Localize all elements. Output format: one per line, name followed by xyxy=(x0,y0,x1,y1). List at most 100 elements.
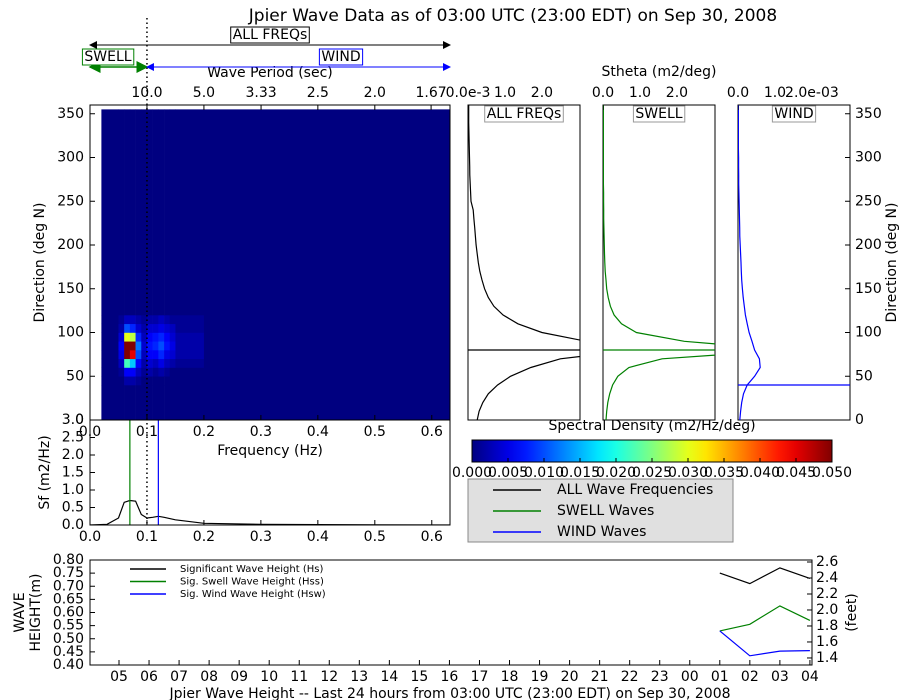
x-tick-label: 0.0 xyxy=(79,529,101,545)
x-tick-label: 2.0 xyxy=(666,85,688,101)
heatmap-cell xyxy=(158,315,165,325)
top-tick-label: 5.0 xyxy=(193,85,215,101)
x-tick-label: 0.2 xyxy=(193,529,215,545)
heatmap-cell xyxy=(164,358,171,368)
x-tick-label: 01 xyxy=(711,669,729,685)
wind-annotation: WIND xyxy=(321,49,360,65)
heatmap-cell xyxy=(129,315,136,325)
heatmap-cell xyxy=(146,358,153,368)
x-tick-label: 18 xyxy=(501,669,519,685)
heatmap-cell xyxy=(135,385,142,421)
heatmap-cell xyxy=(175,332,205,342)
heatmap-cell xyxy=(175,323,205,333)
y-tick-label: 0.70 xyxy=(53,578,84,594)
x-tick-label: 10 xyxy=(260,669,278,685)
y2-tick-label: 2.0 xyxy=(816,602,838,618)
x-tick-label: 04 xyxy=(801,669,819,685)
profile-curve xyxy=(603,105,715,420)
plot-frame xyxy=(89,559,813,666)
heatmap-cell xyxy=(175,315,205,325)
x-tick-label: 20 xyxy=(561,669,579,685)
y-tick-label: 1.5 xyxy=(62,465,84,481)
heatmap-cell xyxy=(169,376,176,386)
legend-label: Significant Wave Height (Hs) xyxy=(180,564,323,575)
x-tick-label: 0.3 xyxy=(250,529,272,545)
x-tick-label: 11 xyxy=(290,669,308,685)
label-box xyxy=(632,105,686,123)
heatmap-cell xyxy=(118,358,125,368)
heatmap-cell xyxy=(164,109,171,316)
heatmap-cell xyxy=(124,358,131,368)
heatmap-cell xyxy=(175,341,205,351)
colorbar-tick-label: 0.005 xyxy=(488,465,528,481)
x-tick-label: 03 xyxy=(771,669,789,685)
heatmap-cell xyxy=(101,358,119,368)
y-tick-label: 0.5 xyxy=(62,500,84,516)
colorbar-tick-label: 0.000 xyxy=(452,465,492,481)
heatmap-cell xyxy=(141,385,148,421)
heatmap-cell xyxy=(175,376,205,386)
x-tick-label: 0.3 xyxy=(250,424,272,440)
x-tick-label: 16 xyxy=(441,669,459,685)
x-tick-label: 0.0 xyxy=(592,85,614,101)
heatmap-cell xyxy=(146,376,153,386)
heatmap-cell xyxy=(101,367,119,377)
x-tick-label: 1.0 xyxy=(494,85,516,101)
heatmap-cell xyxy=(203,385,451,421)
heatmap-cell xyxy=(141,350,148,360)
y-tick-label: 2.0 xyxy=(62,447,84,463)
top-tick-label: 3.33 xyxy=(245,85,276,101)
y-tick-label: 150 xyxy=(855,281,882,297)
heatmap-cell xyxy=(129,376,136,386)
y-tick-label: 0 xyxy=(75,412,84,428)
heatmap-cell xyxy=(118,109,125,316)
heatmap-cell xyxy=(203,109,451,316)
heatmap-cell xyxy=(158,358,165,368)
heatmap-cell xyxy=(152,385,159,421)
figure-title: Jpier Wave Data as of 03:00 UTC (23:00 E… xyxy=(248,6,777,26)
heatmap-cell xyxy=(118,376,125,386)
heatmap-cell xyxy=(175,367,205,377)
colorbar-tick-label: 0.045 xyxy=(776,465,816,481)
x-tick-label: 1.0 xyxy=(764,85,786,101)
profile-frame xyxy=(467,104,581,421)
label-box xyxy=(318,48,364,66)
heatmap-cell xyxy=(141,332,148,342)
heatmap-cell xyxy=(135,358,142,368)
x-tick-label: 05 xyxy=(110,669,128,685)
x-tick-label: 0.6 xyxy=(421,424,443,440)
y-tick-label: 0.55 xyxy=(53,618,84,634)
x-tick-label: 13 xyxy=(350,669,368,685)
x-axis-label: Jpier Wave Height -- Last 24 hours from … xyxy=(168,686,730,700)
y-axis-label: HEIGHT(m) xyxy=(28,574,44,652)
heatmap-cell xyxy=(141,358,148,368)
y2-tick-label: 1.6 xyxy=(816,634,838,650)
heatmap-cell xyxy=(135,341,142,351)
heatmap-cell xyxy=(124,350,131,360)
heatmap-cell xyxy=(146,341,153,351)
y-tick-label: 100 xyxy=(855,325,882,341)
heatmap-cell xyxy=(169,350,176,360)
heatmap-cell xyxy=(152,358,159,368)
x-tick-label: 12 xyxy=(320,669,338,685)
heatmap-cell xyxy=(175,350,205,360)
heatmap-cell xyxy=(101,376,119,386)
heatmap-cell xyxy=(146,323,153,333)
heatmap-cell xyxy=(146,109,153,316)
y-tick-label: 0.75 xyxy=(53,565,84,581)
heatmap-cell xyxy=(158,323,165,333)
heatmap-cell xyxy=(141,109,148,316)
heatmap-cell xyxy=(164,350,171,360)
top-tick-label: 2.5 xyxy=(307,85,329,101)
x-tick-label: 22 xyxy=(621,669,639,685)
x-tick-label: 2.0 xyxy=(531,85,553,101)
heatmap-cell xyxy=(129,385,136,421)
heatmap-cell xyxy=(135,315,142,325)
y2-tick-label: 2.4 xyxy=(816,570,838,586)
heatmap-cell xyxy=(124,109,131,316)
colorbar-tick-label: 0.020 xyxy=(596,465,636,481)
heatmap-cell xyxy=(152,341,159,351)
profile-title: ALL FREQs xyxy=(487,106,562,122)
spectrum-curve xyxy=(90,499,450,525)
